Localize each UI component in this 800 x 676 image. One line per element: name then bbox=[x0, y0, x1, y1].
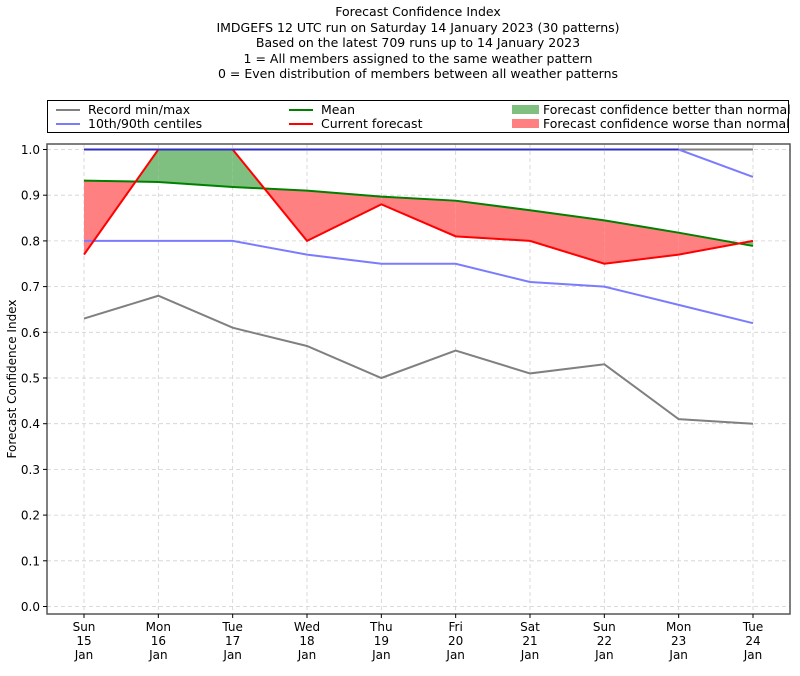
x-tick-label: Fri bbox=[449, 620, 463, 634]
x-tick-label: Jan bbox=[743, 648, 763, 662]
plot-frame bbox=[46, 143, 791, 615]
fill-layer bbox=[84, 149, 753, 264]
y-tick-label: 0.9 bbox=[21, 189, 40, 203]
series-line-record-min bbox=[83, 294, 754, 425]
legend-label-better: Forecast confidence better than normal bbox=[543, 102, 791, 117]
y-tick-label: 0.5 bbox=[21, 372, 40, 386]
x-tick-label: Jan bbox=[222, 648, 242, 662]
chart-subtitle-4: 0 = Even distribution of members between… bbox=[217, 66, 619, 82]
legend-label-record: Record min/max bbox=[88, 102, 191, 117]
y-tick-label: 0.4 bbox=[21, 417, 40, 431]
legend-label-mean: Mean bbox=[321, 102, 356, 117]
legend-swatch-centiles bbox=[56, 122, 80, 125]
x-tick-label: 18 bbox=[299, 634, 314, 648]
x-tick-label: 19 bbox=[374, 634, 389, 648]
x-tick-label: Mon bbox=[666, 620, 691, 634]
x-tick-label: Sun bbox=[593, 620, 616, 634]
x-tick-label: Jan bbox=[148, 648, 168, 662]
x-tick-label: 20 bbox=[448, 634, 463, 648]
x-tick-label: Sat bbox=[520, 620, 540, 634]
x-tick-label: Mon bbox=[146, 620, 171, 634]
legend-label-current: Current forecast bbox=[321, 116, 423, 131]
legend-swatch-mean bbox=[289, 108, 313, 111]
y-tick-label: 0.2 bbox=[21, 509, 40, 523]
fill-better-than-normal bbox=[158, 149, 233, 187]
x-tick-label: 23 bbox=[671, 634, 686, 648]
chart-subtitle-1: IMDGEFS 12 UTC run on Saturday 14 Januar… bbox=[216, 19, 620, 35]
y-tick-label: 0.0 bbox=[21, 600, 40, 614]
legend-item-mean: Mean bbox=[289, 103, 355, 117]
y-tick-label: 0.6 bbox=[21, 326, 40, 340]
x-tick-label: Jan bbox=[74, 648, 94, 662]
y-tick-label: 0.3 bbox=[21, 463, 40, 477]
legend-label-worse: Forecast confidence worse than normal bbox=[543, 116, 790, 131]
x-tick-label: Jan bbox=[520, 648, 540, 662]
x-tick-label: 21 bbox=[522, 634, 537, 648]
legend-item-centiles: 10th/90th centiles bbox=[56, 117, 202, 131]
chart-titles: Forecast Confidence Index IMDGEFS 12 UTC… bbox=[0, 4, 800, 82]
fill-worse-than-normal bbox=[678, 232, 740, 255]
y-tick-label: 0.8 bbox=[21, 234, 40, 248]
x-tick-label: Jan bbox=[668, 648, 688, 662]
x-tick-label: Thu bbox=[369, 620, 393, 634]
chart-legend: Record min/max 10th/90th centiles Mean C… bbox=[47, 100, 791, 133]
legend-swatch-better bbox=[512, 105, 539, 114]
x-tick-label: Jan bbox=[297, 648, 317, 662]
x-axis: Sun15JanMon16JanTue17JanWed18JanThu19Jan… bbox=[73, 614, 764, 662]
legend-item-current: Current forecast bbox=[289, 117, 422, 131]
fill-worse-than-normal bbox=[307, 190, 382, 241]
fill-worse-than-normal bbox=[530, 210, 605, 264]
y-tick-label: 1.0 bbox=[21, 143, 40, 157]
series-layer bbox=[83, 148, 754, 425]
fill-worse-than-normal bbox=[455, 200, 530, 241]
fill-worse-than-normal bbox=[604, 220, 679, 264]
legend-item-better: Forecast confidence better than normal bbox=[512, 103, 791, 117]
legend-label-centiles: 10th/90th centiles bbox=[88, 116, 203, 131]
fill-worse-than-normal bbox=[381, 196, 456, 237]
y-tick-label: 0.1 bbox=[21, 554, 40, 568]
x-tick-label: Sun bbox=[73, 620, 96, 634]
chart-subtitle-3: 1 = All members assigned to the same wea… bbox=[243, 50, 593, 66]
legend-swatch-worse bbox=[512, 119, 539, 128]
x-tick-label: Jan bbox=[371, 648, 391, 662]
x-tick-label: Wed bbox=[294, 620, 320, 634]
y-tick-label: 0.7 bbox=[21, 280, 40, 294]
x-tick-label: Jan bbox=[594, 648, 614, 662]
x-tick-label: Tue bbox=[742, 620, 764, 634]
y-axis: 0.0 0.1 0.2 0.3 0.4 0.5 0.6 0.7 0.8 0.9 1.0 bbox=[21, 143, 47, 614]
x-tick-label: 16 bbox=[151, 634, 166, 648]
x-tick-label: Jan bbox=[445, 648, 465, 662]
y-axis-label: Forecast Confidence Index bbox=[5, 300, 19, 459]
chart-subtitle-2: Based on the latest 709 runs up to 14 Ja… bbox=[255, 35, 581, 51]
series-line-10th-centile bbox=[84, 239, 754, 325]
chart-title: Forecast Confidence Index bbox=[335, 4, 501, 19]
x-tick-label: 17 bbox=[225, 634, 240, 648]
x-tick-label: 24 bbox=[745, 634, 760, 648]
legend-item-record: Record min/max bbox=[56, 103, 190, 117]
legend-item-worse: Forecast confidence worse than normal bbox=[512, 117, 790, 131]
legend-swatch-record bbox=[56, 108, 80, 111]
x-tick-label: 15 bbox=[76, 634, 91, 648]
x-tick-label: Tue bbox=[221, 620, 243, 634]
x-tick-label: 22 bbox=[597, 634, 612, 648]
series-line-mean bbox=[83, 179, 754, 247]
legend-swatch-current bbox=[289, 122, 313, 125]
